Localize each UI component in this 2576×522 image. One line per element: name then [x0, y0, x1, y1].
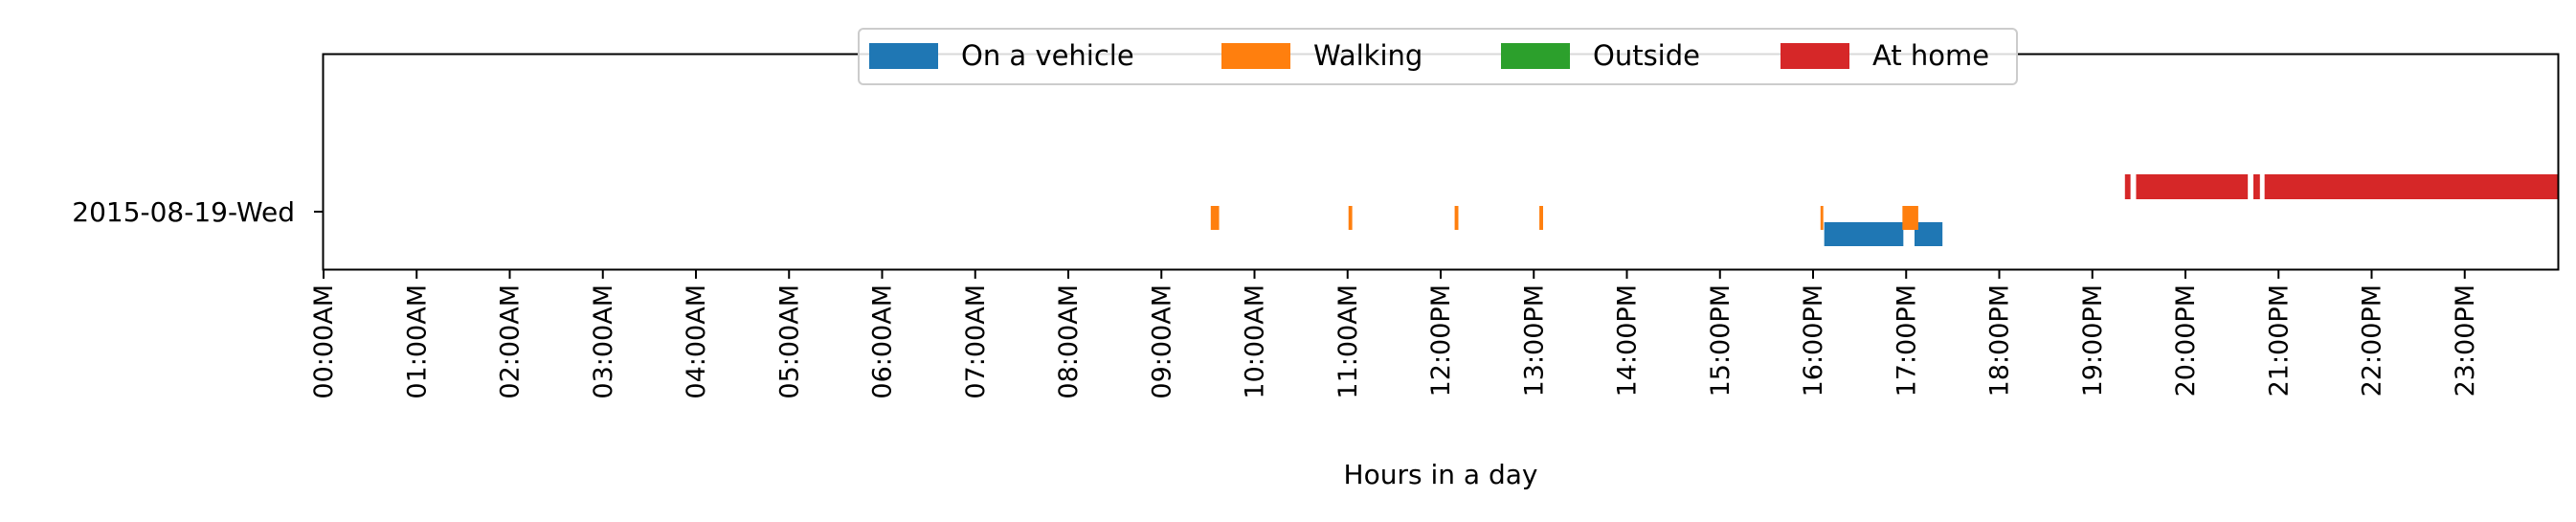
legend-swatch-outside: [1501, 43, 1570, 69]
x-tick-label-11: 11:00AM: [1333, 284, 1363, 399]
bar-on-a-vehicle-1: [1915, 222, 1943, 246]
bar-at-home-1: [2136, 174, 2249, 199]
x-axis: 00:00AM 01:00AM 02:00AM 03:00AM 04:00AM 05:00…: [309, 269, 2480, 399]
x-tick-label-12: 12:00PM: [1426, 284, 1456, 397]
bar-walking-0: [1210, 206, 1220, 230]
x-tick-label-6: 06:00AM: [868, 284, 898, 399]
legend-box: [858, 28, 2018, 85]
x-tick-label-3: 03:00AM: [589, 284, 618, 399]
x-tick-label-14: 14:00PM: [1613, 284, 1643, 397]
x-tick-label-8: 08:00AM: [1054, 284, 1084, 399]
x-axis-label: Hours in a day: [1344, 459, 1538, 490]
bar-at-home-0: [2124, 174, 2131, 199]
bar-walking-4: [1820, 206, 1824, 230]
bar-at-home-2: [2252, 174, 2260, 199]
x-tick-label-20: 20:00PM: [2171, 284, 2201, 397]
plot-frame: [322, 53, 2560, 271]
activity-bars: [1210, 174, 2558, 246]
bar-walking-3: [1539, 206, 1543, 230]
legend-label-walking: Walking: [1313, 39, 1422, 72]
x-tick-label-18: 18:00PM: [1985, 284, 2015, 397]
bar-on-a-vehicle-0: [1824, 222, 1904, 246]
x-tick-label-21: 21:00PM: [2264, 284, 2294, 397]
x-tick-label-15: 15:00PM: [1706, 284, 1736, 397]
y-axis: 2015-08-19-Wed: [72, 196, 324, 228]
x-tick-label-17: 17:00PM: [1892, 284, 1921, 397]
x-tick-label-5: 05:00AM: [774, 284, 804, 399]
y-tick-label-0: 2015-08-19-Wed: [72, 196, 295, 228]
legend-label-on-a-vehicle: On a vehicle: [961, 39, 1134, 72]
legend: On a vehicle Walking Outside At home: [858, 28, 2018, 85]
x-tick-label-7: 07:00AM: [961, 284, 991, 399]
legend-swatch-at-home: [1781, 43, 1849, 69]
x-tick-label-0: 00:00AM: [309, 284, 339, 399]
legend-swatch-walking: [1221, 43, 1290, 69]
bar-at-home-3: [2264, 174, 2558, 199]
x-tick-label-23: 23:00PM: [2451, 284, 2480, 397]
x-tick-label-22: 22:00PM: [2358, 284, 2387, 397]
x-tick-label-19: 19:00PM: [2078, 284, 2108, 397]
x-tick-label-9: 09:00AM: [1147, 284, 1176, 399]
legend-label-outside: Outside: [1593, 39, 1700, 72]
x-tick-label-4: 04:00AM: [682, 284, 711, 399]
x-tick-label-2: 02:00AM: [496, 284, 526, 399]
legend-label-at-home: At home: [1872, 39, 1989, 72]
bar-walking-2: [1454, 206, 1459, 230]
x-tick-label-13: 13:00PM: [1519, 284, 1549, 397]
bar-walking-1: [1348, 206, 1353, 230]
legend-swatch-on-a-vehicle: [869, 43, 938, 69]
bar-walking-5: [1902, 206, 1918, 230]
x-tick-label-1: 01:00AM: [402, 284, 432, 399]
x-tick-label-10: 10:00AM: [1241, 284, 1270, 399]
x-tick-label-16: 16:00PM: [1799, 284, 1828, 397]
